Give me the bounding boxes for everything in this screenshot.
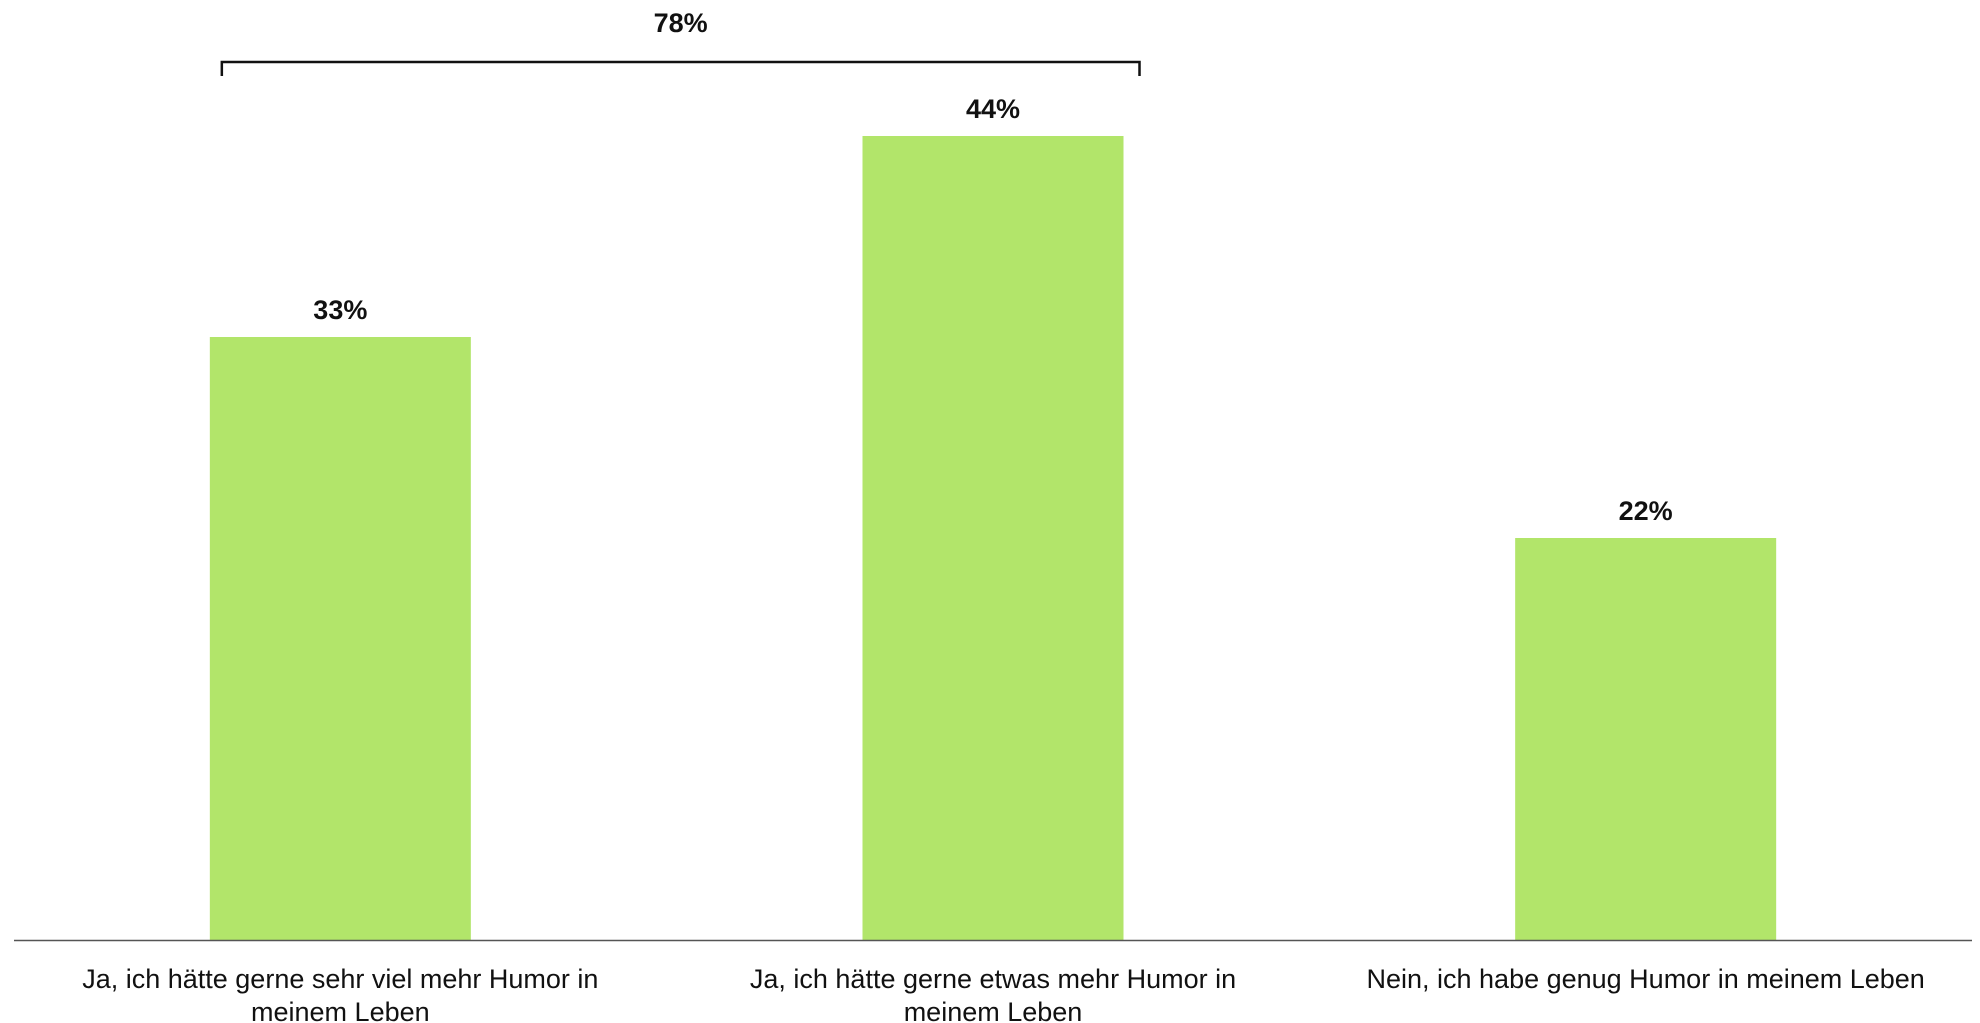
data-label-1: 33% [313,295,367,325]
bar-2 [862,136,1124,940]
category-label-3-line-1: Nein, ich habe genug Humor in meinem Leb… [1366,964,1924,994]
annotation-layer: 78% [220,8,1141,76]
bar-3 [1515,538,1777,940]
category-label-2-line-1: Ja, ich hätte gerne etwas mehr Humor in [750,964,1236,994]
bracket-1 [220,60,1141,76]
labels-layer: 33% Ja, ich hätte gerne sehr viel mehr Hu… [82,94,1925,1023]
bars-layer [209,136,1777,940]
data-label-3: 22% [1619,496,1673,526]
bar-1 [209,337,471,940]
data-label-2: 44% [966,94,1020,124]
bracket-label-1: 78% [654,8,708,38]
category-label-1-line-1: Ja, ich hätte gerne sehr viel mehr Humor… [82,964,598,994]
category-label-1-line-2: meinem Leben [251,997,430,1023]
category-label-2-line-2: meinem Leben [904,997,1083,1023]
